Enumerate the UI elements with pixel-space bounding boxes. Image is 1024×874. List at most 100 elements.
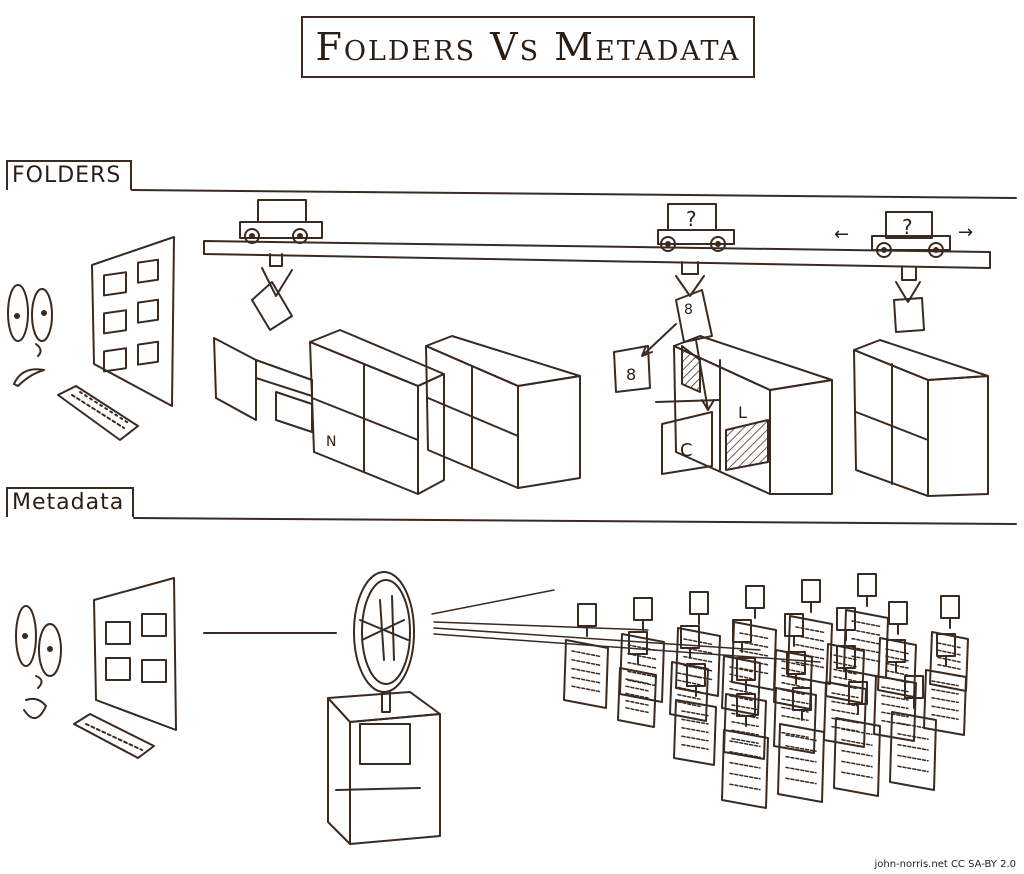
document-text-line [841,739,873,746]
document-card [617,667,657,728]
drawer-card-label: C [680,440,693,461]
document-text-line [795,661,825,669]
metadata-tag [745,585,765,609]
document-text-line [781,698,809,705]
question-mark-2: ? [686,207,697,231]
document-text-line [841,760,873,768]
document-field [563,573,969,809]
rail-trolley-3 [871,211,951,303]
rail-trolley-1 [239,199,323,297]
document-text-line [729,751,761,758]
document-text-line [831,692,859,699]
scan-beams [431,589,821,663]
metadata-tag [736,657,756,681]
metadata-tag [633,597,653,621]
document-text-line [851,629,881,636]
held-card-2-label: 8 [684,302,693,318]
document-text-line [571,685,601,693]
user-face-metadata [15,605,62,719]
metadata-tag [836,645,856,669]
metadata-tag [940,595,960,619]
document-text-line [785,745,817,752]
metadata-tag [732,619,752,643]
document-text-line [785,777,817,785]
document-text-line [729,666,753,673]
metadata-tag [857,573,877,597]
document-card [721,729,769,809]
robot-rail [203,240,991,269]
document-text-line [781,681,805,688]
document-card [675,627,721,697]
document-text-line [785,766,817,774]
cabinet-2 [425,335,581,489]
metadata-divider-line [133,517,1017,525]
ejected-card [613,345,651,393]
cabinet-4 [853,339,989,497]
metadata-tag [628,631,648,655]
document-text-line [625,678,649,685]
document-text-line [881,703,909,710]
document-text-line [677,679,701,686]
monitor-folders [91,236,175,407]
document-card [669,661,709,722]
document-text-line [897,722,929,730]
document-text-line [795,643,825,651]
document-text-line [627,661,657,669]
page-title: Folders Vs Metadata [301,16,755,78]
document-text-line [931,713,959,720]
metadata-tag [680,625,700,649]
document-text-line [841,749,873,757]
document-card [923,669,967,736]
rail-trolley-2 [657,203,735,297]
document-text-line [851,655,881,663]
document-text-line [881,694,909,701]
document-text-line [677,672,701,679]
held-card-1 [251,281,293,331]
document-text-line [897,754,929,762]
document-text-line [729,740,761,748]
document-text-line [571,667,601,675]
document-text-line [781,715,809,722]
document-text-line [729,761,761,769]
document-text-line [739,632,769,640]
document-text-line [897,765,929,773]
document-text-line [729,772,761,780]
document-text-line [681,718,709,725]
keyboard-metadata [73,713,155,759]
metadata-tag [836,607,856,631]
document-card [673,699,717,766]
document-text-line [833,675,857,682]
metadata-tag [577,603,597,627]
document-text-line [625,685,649,692]
metadata-tag [848,681,868,705]
document-card [873,675,917,742]
question-mark-3: ? [902,215,913,239]
document-text-line [683,664,713,672]
document-text-line [677,701,701,708]
document-text-line [937,649,961,656]
folders-divider-line [131,189,1017,199]
document-card [823,681,867,748]
document-text-line [681,727,709,734]
held-card-3 [893,297,925,333]
document-text-line [781,667,805,674]
document-card [787,615,833,685]
arrow-left-glyph: ← [834,224,849,245]
document-text-line [729,673,753,680]
document-text-line [571,650,601,658]
document-card [773,687,817,754]
document-text-line [677,693,701,700]
document-text-line [851,637,881,645]
document-text-line [781,660,805,667]
credit-line: john-norris.net CC SA-BY 2.0 [874,859,1017,870]
document-text-line [931,705,959,712]
document-text-line [625,707,649,714]
metadata-tag [689,591,709,615]
document-text-line [841,771,873,779]
arrow-right-glyph: → [958,222,973,243]
document-text-line [937,656,961,663]
cabinet-3 [655,335,833,495]
metadata-tag [936,633,956,657]
document-text-line [731,737,759,744]
document-text-line [885,669,909,676]
